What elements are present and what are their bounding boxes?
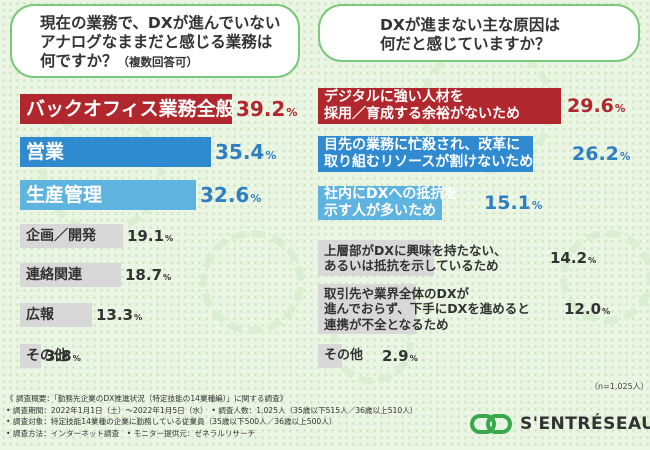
right-bar-label: その他: [324, 348, 364, 363]
left-bar-label: 連絡関連: [26, 267, 82, 283]
left-question-note: （複数回答可）: [117, 55, 199, 69]
left-bar: [20, 344, 41, 368]
right-bar-label: 社内にDXへの抵抗を 示す人が多いため: [324, 186, 459, 219]
right-bar: [318, 186, 442, 220]
left-question-box: 現在の業務で、DXが進んでいない アナログなままだと感じる業務は 何ですか？（複…: [10, 4, 300, 78]
right-bar: [318, 136, 533, 172]
survey-note-line: 《 調査概要：「勤務先企業のDX推進状況（特定技能の14業種編）」に関する調査》: [6, 394, 288, 403]
left-bar-label: その他: [26, 348, 68, 364]
right-bar: [318, 344, 342, 368]
left-bar-value: 39.2%: [236, 97, 298, 121]
left-question-line: 何ですか？: [40, 52, 118, 70]
left-bar: [20, 224, 123, 248]
right-question-line: 何だと感じていますか？: [380, 35, 551, 53]
survey-note-line: • 調査方法：インターネット調査 • モニター提供元：ゼネラルリサーチ: [6, 428, 256, 438]
left-bar-value: 13.3%: [96, 306, 143, 324]
right-bar: [318, 88, 561, 124]
left-bar-value: 32.6%: [200, 183, 262, 207]
sample-size: （n=1,025人）: [590, 382, 649, 391]
survey-notes: 《 調査概要：「勤務先企業のDX推進状況（特定技能の14業種編）」に関する調査》…: [6, 393, 417, 439]
right-question-box: DXが進まない主な原因は 何だと感じていますか？: [318, 4, 640, 62]
brand-logo: S'ENTRÉSEAU: [470, 411, 650, 437]
right-bar-value: 2.9%: [382, 347, 418, 365]
right-bar-label: 目先の業務に忙殺され、改革に 取り組むリソースが割けないため: [324, 137, 534, 170]
survey-note-line: • 調査対象：特定技能14業種の企業に勤務している従業員（35歳以下500人／3…: [6, 417, 337, 426]
right-bar-label: デジタルに強い人材を 採用／育成する余裕がないため: [324, 89, 520, 122]
right-bar-value: 26.2%: [572, 143, 631, 165]
left-bar: [20, 303, 92, 327]
right-bar: [318, 240, 434, 276]
right-bar-value: 15.1%: [484, 192, 543, 214]
left-bar-label: 企画／開発: [26, 228, 96, 244]
right-bar-value: 12.0%: [564, 300, 611, 318]
left-bar-value: 18.7%: [125, 266, 172, 284]
left-bar-label: バックオフィス業務全般: [26, 98, 235, 120]
gear-decoration: [40, 110, 164, 234]
left-bar: [20, 137, 211, 167]
left-bar-label: 生産管理: [26, 184, 103, 206]
right-bar: [318, 284, 416, 334]
chain-link-icon: [470, 414, 512, 434]
right-bar-value: 29.6%: [567, 95, 626, 117]
right-bar-label: 取引先や業界全体のDXが 進んでおらず、下手にDXを進めると 連携が不全となるため: [324, 285, 530, 332]
right-bar-value: 14.2%: [550, 249, 597, 267]
gear-decoration: [200, 230, 304, 334]
left-bar: [20, 263, 121, 287]
left-bar-label: 広報: [26, 307, 54, 323]
left-question-line: アナログなままだと感じる業務は: [40, 33, 273, 51]
left-bar: [20, 94, 232, 124]
brand-name: S'ENTRÉSEAU: [520, 414, 650, 434]
right-bar-label: 上層部がDXに興味を持たない、 あるいは抵抗を示しているため: [324, 242, 507, 274]
left-question-line: 現在の業務で、DXが進んでいない: [40, 14, 281, 32]
left-bar-label: 営業: [26, 141, 65, 163]
left-bar-value: 35.4%: [215, 140, 277, 164]
right-question-line: DXが進まない主な原因は: [380, 16, 560, 34]
left-bar-value: 19.1%: [127, 227, 174, 245]
left-bar: [20, 180, 196, 210]
left-bar-value: 3.8%: [45, 347, 81, 365]
gear-decoration: [560, 230, 650, 324]
survey-note-line: • 調査期間：2022年1月1日（土）〜2022年1月5日（水） • 調査人数：…: [6, 405, 418, 415]
